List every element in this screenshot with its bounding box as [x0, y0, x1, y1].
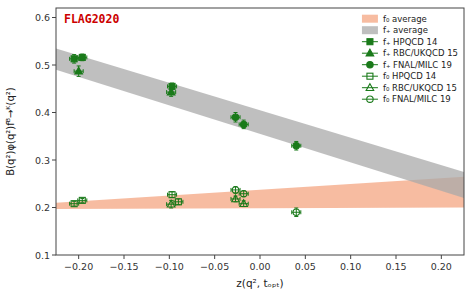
- x-tick-label: 0.15: [385, 261, 406, 272]
- legend-item: f₊ RBC/UKQCD 15: [362, 49, 458, 59]
- chart: −0.20−0.15−0.10−0.050.000.050.100.150.20…: [0, 0, 474, 293]
- x-tick: [350, 255, 351, 259]
- x-tick: [214, 255, 215, 259]
- point: [240, 121, 246, 127]
- x-tick: [124, 255, 125, 259]
- legend-label: f₊ HPQCD 14: [383, 37, 437, 47]
- legend-label: f₀ HPQCD 14: [383, 72, 436, 82]
- legend-label: f₀ RBC/UKQCD 15: [383, 83, 457, 93]
- y-tick: [52, 112, 56, 113]
- plot-area: [56, 48, 464, 216]
- legend-item: f₊ FNAL/MILC 19: [362, 60, 452, 70]
- legend-swatch: [362, 26, 378, 34]
- y-tick: [52, 17, 56, 18]
- legend-swatch: [362, 15, 378, 23]
- x-tick: [441, 255, 442, 259]
- x-tick: [78, 255, 79, 259]
- x-tick-label: −0.05: [200, 261, 229, 272]
- point: [71, 201, 77, 207]
- point: [232, 195, 240, 202]
- point: [167, 88, 175, 95]
- legend-item: f₊ HPQCD 14: [362, 37, 437, 47]
- x-axis-label: z(q², tₒₚₜ): [236, 277, 283, 289]
- x-tick: [260, 255, 261, 259]
- legend-swatch: [366, 49, 374, 56]
- legend-label: f₀ FNAL/MILC 19: [383, 95, 451, 105]
- point: [71, 56, 77, 62]
- error-bar-x: [78, 198, 87, 202]
- y-tick-label: 0.5: [35, 60, 50, 71]
- plot-frame: [56, 8, 464, 255]
- legend-label: f₊ RBC/UKQCD 15: [383, 49, 458, 59]
- point: [293, 143, 299, 149]
- x-tick-label: −0.15: [109, 261, 138, 272]
- legend-label: f₊ FNAL/MILC 19: [383, 60, 452, 70]
- y-tick-label: 0.3: [35, 155, 50, 166]
- legend-item: f₀ RBC/UKQCD 15: [362, 83, 457, 93]
- legend-swatch: [362, 99, 378, 100]
- point: [175, 199, 181, 205]
- y-tick: [52, 160, 56, 161]
- y-tick-label: 0.6: [35, 12, 50, 23]
- point: [169, 192, 175, 198]
- x-tick-label: 0.05: [295, 261, 316, 272]
- x-tick: [396, 255, 397, 259]
- y-tick-label: 0.1: [35, 250, 50, 261]
- y-tick-label: 0.2: [35, 202, 50, 213]
- legend-item: f₊ average: [362, 26, 428, 36]
- point: [232, 187, 238, 193]
- error-bar-x: [168, 193, 177, 197]
- point: [240, 191, 246, 197]
- legend-swatch: [367, 62, 373, 68]
- x-tick: [305, 255, 306, 259]
- legend-label: f₊ average: [383, 26, 428, 36]
- title: FLAG2020: [64, 12, 119, 26]
- legend-swatch: [367, 96, 373, 102]
- y-tick: [52, 65, 56, 66]
- x-tick-label: −0.20: [64, 261, 93, 272]
- legend-swatch: [362, 87, 378, 88]
- point: [167, 200, 175, 207]
- legend-item: f₀ FNAL/MILC 19: [362, 95, 451, 105]
- y-tick: [52, 255, 56, 256]
- point: [75, 67, 83, 74]
- legend-item: f₀ HPQCD 14: [362, 72, 436, 82]
- x-tick: [169, 255, 170, 259]
- error-bar-x: [78, 55, 87, 59]
- legend-swatch: [367, 73, 373, 79]
- legend-swatch: [367, 39, 373, 45]
- x-tick-label: 0.00: [249, 261, 270, 272]
- band: [56, 177, 464, 209]
- x-tick-label: 0.20: [431, 261, 452, 272]
- point: [79, 197, 85, 203]
- background: [0, 0, 474, 293]
- x-tick-label: −0.10: [155, 261, 184, 272]
- point: [79, 54, 85, 60]
- y-tick: [52, 207, 56, 208]
- legend: f₀ average f₊ averagef₊ HPQCD 14 f₊ RBC/UK…: [362, 14, 458, 105]
- legend-swatch: [362, 76, 378, 77]
- error-bar-y: [72, 55, 76, 64]
- legend-item: f₀ average: [362, 14, 427, 24]
- error-bar-y: [80, 54, 84, 61]
- point: [169, 83, 175, 89]
- legend-swatch: [366, 84, 374, 91]
- point: [240, 200, 248, 207]
- band: [56, 48, 464, 198]
- x-tick-label: 0.10: [340, 261, 361, 272]
- point: [232, 114, 238, 120]
- y-axis-label: B(q²)φ(q²)fᴮ→ᴷ(q²): [5, 87, 16, 175]
- y-tick-label: 0.4: [35, 107, 50, 118]
- point: [293, 209, 299, 215]
- legend-label: f₀ average: [383, 14, 427, 24]
